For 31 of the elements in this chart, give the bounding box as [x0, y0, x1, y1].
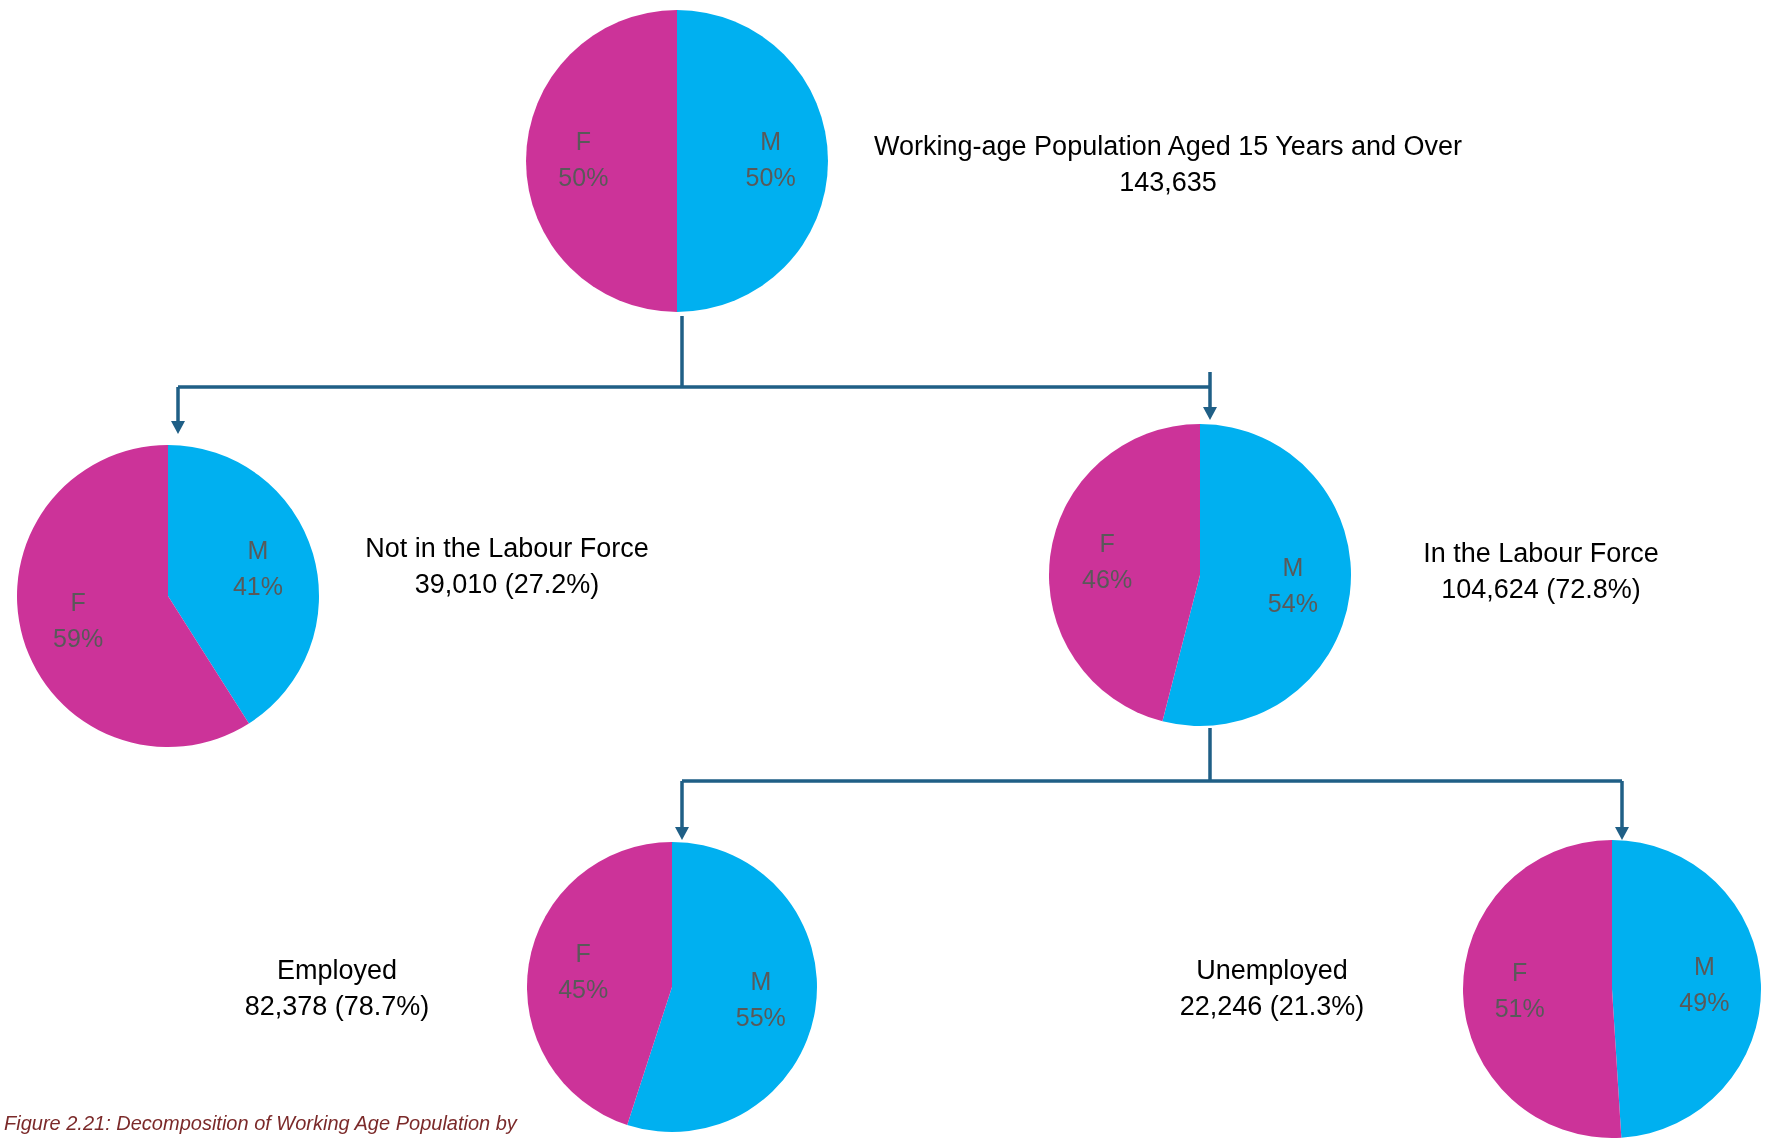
data-label: 55%	[735, 1002, 786, 1031]
slice-label: M	[1693, 951, 1715, 980]
slice-label: M	[760, 126, 782, 155]
data-label: 51%	[1494, 993, 1545, 1022]
text: 39,010 (27.2%)	[413, 568, 601, 601]
text: Working-age Population Aged 15 Years and Over	[873, 130, 1463, 163]
data-label: 49%	[1679, 987, 1730, 1016]
data-label: 45%	[558, 974, 609, 1003]
text: 104,624 (72.8%)	[1440, 573, 1642, 606]
slice-label: F	[70, 588, 86, 617]
text: 22,246 (21.3%)	[1178, 990, 1366, 1023]
data-label: 50%	[745, 162, 796, 191]
text: Unemployed	[1195, 954, 1349, 987]
text: Not in the Labour Force	[364, 532, 650, 565]
data-label: 59%	[53, 624, 104, 653]
data-label: 54%	[1267, 588, 1318, 617]
slice-label: F	[1099, 529, 1115, 558]
text: 82,378 (78.7%)	[243, 990, 431, 1023]
slice-label: F	[1512, 957, 1528, 986]
data-label: 46%	[1082, 565, 1133, 594]
data-label: 41%	[232, 571, 283, 600]
data-label: 50%	[558, 162, 609, 191]
slice-label: M	[750, 966, 772, 995]
slice-label: M	[247, 535, 269, 564]
slice-label: F	[575, 938, 591, 967]
slice-label: M	[1282, 552, 1304, 581]
slice-label: F	[575, 126, 592, 155]
text: 143,635	[1118, 166, 1218, 199]
text: Employed	[275, 954, 399, 987]
caption: Figure 2.21: Decomposition of Working Age Population by	[4, 1112, 517, 1135]
text: In the Labour Force	[1422, 537, 1660, 570]
